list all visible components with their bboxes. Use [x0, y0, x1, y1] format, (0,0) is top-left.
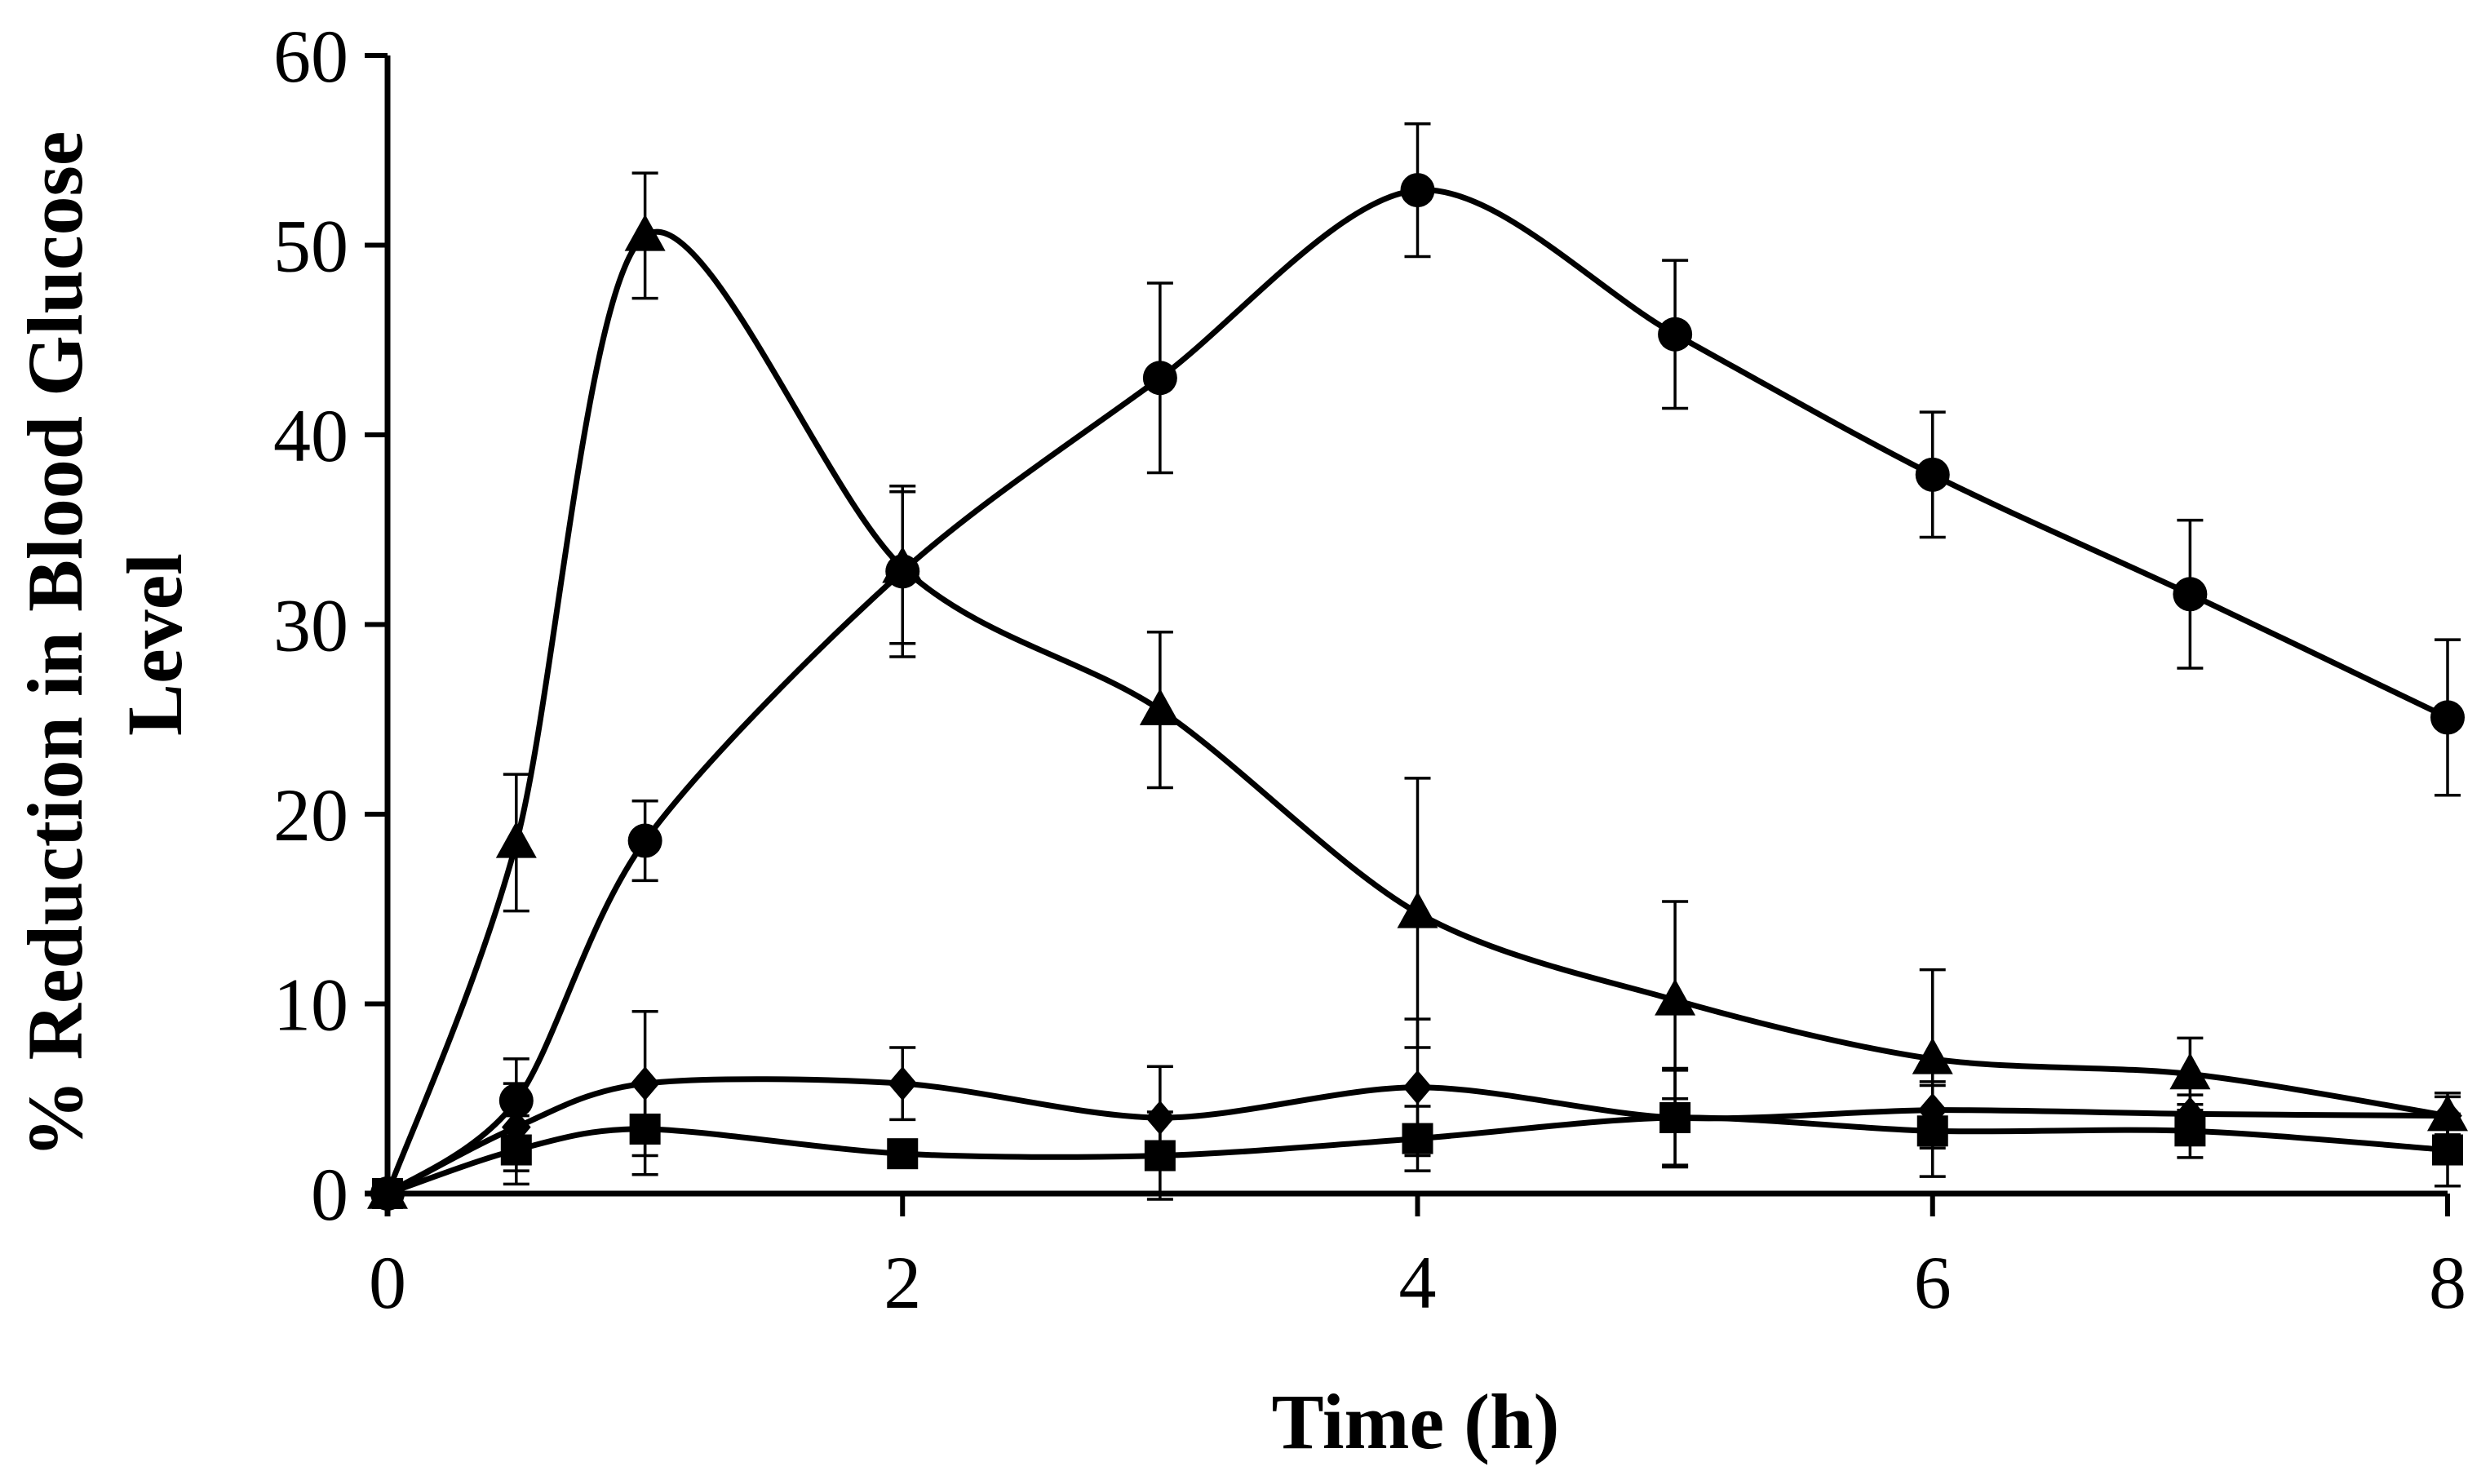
point-diamond: [1402, 1070, 1433, 1105]
point-triangle: [624, 214, 666, 251]
point-square: [500, 1134, 532, 1166]
point-circle: [498, 1083, 534, 1119]
x-tick-label: 0: [369, 1241, 406, 1324]
axes: 0 2 4 6 8 0 10 20 30 40 50 60: [273, 15, 2466, 1324]
series-line-circle: [384, 187, 2451, 1197]
point-triangle: [1655, 978, 1696, 1016]
point-triangle: [882, 546, 924, 583]
point-triangle: [1912, 1037, 1953, 1074]
point-triangle: [2169, 1052, 2211, 1090]
series-line-diamond: [384, 1076, 2451, 1197]
point-square: [1402, 1123, 1433, 1154]
point-square: [1916, 1115, 1948, 1147]
point-square: [629, 1113, 661, 1145]
point-square: [2174, 1115, 2206, 1147]
point-circle: [1915, 457, 1950, 492]
y-tick-label: 40: [273, 394, 348, 477]
y-tick-label: 0: [311, 1153, 348, 1236]
point-diamond: [2433, 1098, 2462, 1133]
point-circle: [2173, 577, 2208, 612]
error-bars: [503, 122, 2461, 1201]
y-tick-label: 30: [273, 584, 348, 667]
point-triangle: [1397, 891, 1438, 928]
x-ticks: 0 2 4 6 8: [369, 1194, 2466, 1324]
point-triangle: [495, 821, 537, 858]
point-circle: [1658, 317, 1693, 352]
y-ticks: 0 10 20 30 40 50 60: [273, 15, 388, 1236]
point-diamond: [1145, 1101, 1175, 1135]
y-axis-title-line2: Level: [111, 553, 198, 736]
point-square: [1659, 1102, 1691, 1133]
point-circle: [2430, 700, 2465, 735]
x-axis-title: Time (h): [1272, 1378, 1560, 1465]
plot-area: [367, 122, 2468, 1211]
point-circle: [1400, 173, 1435, 208]
markers: [367, 173, 2468, 1211]
y-tick-label: 50: [273, 205, 348, 288]
x-tick-label: 6: [1914, 1241, 1952, 1324]
y-axis-title-line1: % Reduction in Blood Glucose: [11, 131, 99, 1158]
point-circle: [627, 823, 662, 858]
point-triangle: [1139, 688, 1181, 725]
point-diamond: [630, 1066, 660, 1101]
point-diamond: [888, 1066, 918, 1101]
point-square: [887, 1138, 919, 1170]
y-tick-label: 20: [273, 773, 348, 857]
point-square: [1144, 1140, 1176, 1172]
x-tick-label: 2: [884, 1241, 921, 1324]
y-tick-label: 60: [273, 15, 348, 98]
y-tick-label: 10: [273, 963, 348, 1047]
x-tick-label: 8: [2429, 1241, 2466, 1324]
point-square: [2432, 1134, 2463, 1166]
point-circle: [1142, 361, 1177, 396]
y-axis-title: % Reduction in Blood Glucose Level: [11, 131, 198, 1158]
x-tick-label: 4: [1399, 1241, 1437, 1324]
